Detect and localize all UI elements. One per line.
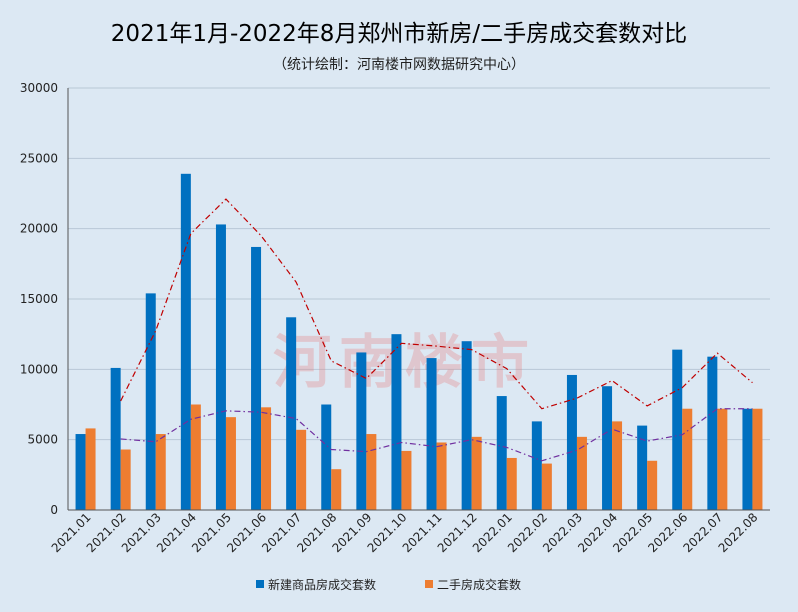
bar-second-hand — [541, 463, 552, 510]
bar-new-home — [637, 425, 648, 510]
bar-new-home — [742, 408, 753, 510]
trendline — [120, 408, 753, 462]
y-tick-label: 5000 — [27, 433, 58, 447]
bar-second-hand — [436, 442, 447, 510]
bar-second-hand — [612, 421, 623, 510]
bar-second-hand — [225, 417, 236, 510]
bar-new-home — [672, 349, 683, 510]
trendline — [120, 198, 753, 410]
bar-new-home — [145, 293, 156, 510]
bar-second-hand — [717, 408, 728, 510]
bar-second-hand — [190, 404, 201, 510]
y-tick-label: 15000 — [20, 292, 58, 306]
bar-new-home — [356, 352, 367, 510]
bars — [75, 173, 763, 511]
legend-label: 二手房成交套数 — [437, 577, 521, 592]
bar-new-home — [391, 334, 402, 510]
bar-new-home — [426, 358, 437, 510]
bar-new-home — [496, 396, 507, 510]
bar-new-home — [286, 317, 297, 510]
bar-second-hand — [331, 469, 342, 510]
bar-second-hand — [85, 428, 96, 510]
bar-second-hand — [752, 408, 763, 510]
bar-second-hand — [576, 436, 587, 510]
y-tick-label: 0 — [50, 503, 58, 517]
bar-second-hand — [261, 407, 272, 510]
legend-label: 新建商品房成交套数 — [268, 577, 376, 592]
bar-new-home — [180, 173, 191, 510]
legend-swatch — [425, 580, 433, 588]
bar-new-home — [110, 367, 121, 510]
axes — [67, 88, 770, 511]
chart-title: 2021年1月-2022年8月郑州市新房/二手房成交套数对比 — [110, 21, 688, 47]
y-tick-label: 30000 — [20, 81, 58, 95]
y-axis-ticks: 0 5000 10000 15000 20000 25000 30000 — [20, 81, 58, 517]
y-tick-label: 25000 — [20, 151, 58, 165]
bar-new-home — [707, 356, 718, 510]
bar-new-home — [251, 246, 262, 510]
y-tick-label: 20000 — [20, 222, 58, 236]
bar-new-home — [321, 404, 332, 510]
chart-subtitle: （统计绘制：河南楼市网数据研究中心） — [273, 57, 525, 73]
bar-new-home — [461, 341, 472, 510]
grid-lines: 河南楼市 — [68, 87, 770, 511]
bar-second-hand — [471, 436, 482, 510]
bar-second-hand — [366, 434, 377, 510]
trend-lines — [120, 198, 753, 462]
bar-new-home — [531, 421, 542, 510]
watermark: 河南楼市 — [273, 328, 537, 396]
bar-new-home — [566, 374, 577, 510]
bar-new-home — [215, 224, 226, 511]
bar-new-home — [75, 434, 86, 510]
bar-second-hand — [506, 457, 517, 510]
bar-second-hand — [120, 449, 131, 510]
legend-swatch — [256, 580, 264, 588]
y-tick-label: 10000 — [20, 362, 58, 376]
bar-second-hand — [155, 434, 166, 510]
bar-second-hand — [296, 429, 307, 510]
bar-second-hand — [682, 408, 693, 510]
legend: 新建商品房成交套数 二手房成交套数 — [256, 577, 521, 592]
bar-second-hand — [401, 450, 412, 510]
bar-new-home — [602, 386, 613, 510]
bar-second-hand — [647, 460, 658, 510]
x-axis-ticks: 2021.012021.022021.032021.042021.052021.… — [49, 510, 761, 555]
